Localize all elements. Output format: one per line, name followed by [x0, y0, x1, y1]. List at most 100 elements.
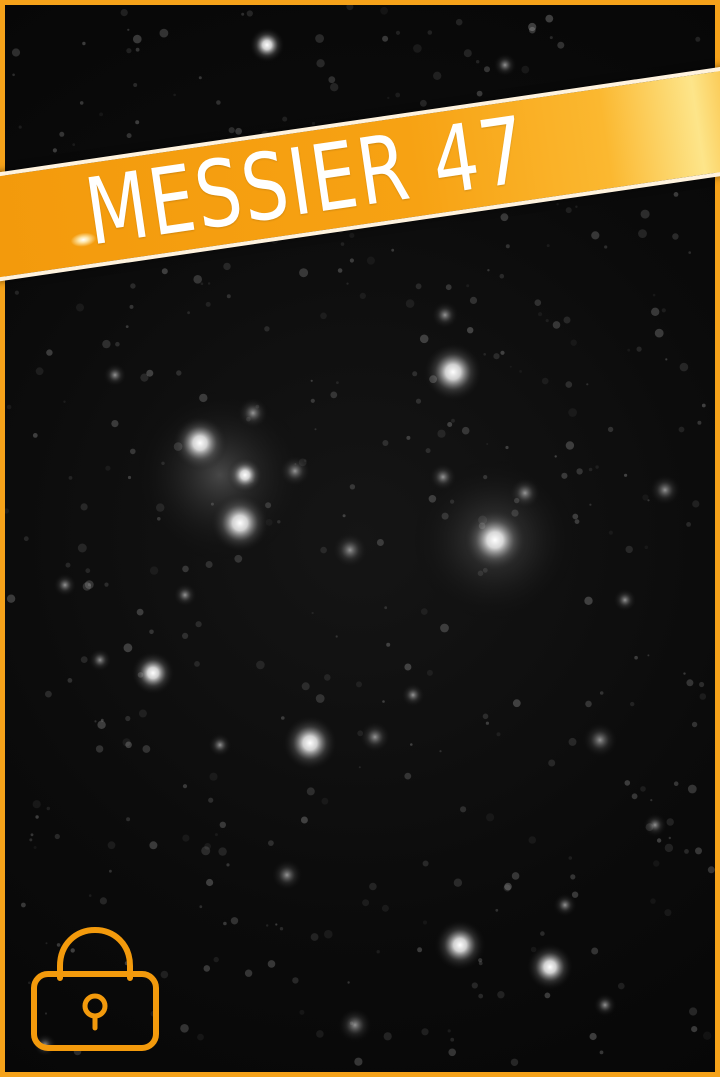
faint-star — [505, 445, 509, 450]
faint-star — [279, 927, 284, 931]
faint-star — [541, 377, 549, 385]
faint-star — [679, 362, 689, 372]
faint-star — [76, 303, 84, 312]
faint-star — [335, 635, 338, 638]
faint-star — [570, 874, 576, 880]
faint-star — [136, 608, 144, 616]
faint-star — [664, 843, 674, 853]
faint-star — [463, 49, 472, 58]
faint-star — [640, 786, 646, 792]
faint-star — [199, 905, 203, 909]
faint-star — [320, 546, 327, 554]
faint-star — [347, 981, 350, 984]
faint-star — [328, 76, 336, 84]
faint-star — [417, 947, 423, 953]
faint-star — [427, 30, 433, 35]
faint-star — [687, 784, 697, 794]
faint-star — [201, 846, 211, 856]
faint-star — [82, 582, 92, 591]
faint-star — [281, 716, 285, 720]
faint-star — [653, 860, 660, 867]
faint-star — [65, 562, 71, 568]
faint-star — [521, 65, 530, 74]
faint-star — [330, 391, 338, 399]
faint-star — [125, 325, 129, 328]
faint-star — [386, 642, 391, 647]
faint-star — [356, 681, 362, 688]
faint-star — [707, 866, 715, 874]
faint-star — [548, 759, 556, 767]
faint-star — [337, 268, 343, 273]
faint-star — [54, 833, 60, 840]
faint-star — [703, 1031, 712, 1040]
faint-star — [30, 833, 34, 837]
faint-star — [437, 429, 446, 438]
faint-star — [213, 956, 219, 963]
faint-star — [149, 841, 158, 850]
faint-star — [32, 800, 41, 809]
faint-star — [87, 583, 92, 587]
faint-star — [466, 284, 470, 288]
faint-star — [300, 816, 308, 824]
faint-star — [349, 232, 355, 238]
faint-star — [419, 334, 429, 344]
faint-star — [497, 991, 505, 999]
faint-star — [478, 961, 483, 966]
faint-star — [349, 258, 354, 263]
faint-star — [540, 931, 545, 936]
faint-star — [14, 290, 19, 295]
faint-star — [198, 76, 202, 80]
faint-star — [95, 745, 104, 753]
faint-star — [461, 426, 470, 435]
faint-star — [126, 817, 131, 822]
faint-star — [244, 969, 253, 977]
faint-star — [664, 909, 672, 917]
faint-star — [266, 924, 269, 927]
faint-star — [631, 793, 638, 800]
faint-star — [311, 121, 316, 126]
faint-star — [668, 836, 671, 840]
faint-star — [207, 282, 211, 285]
faint-star — [194, 661, 200, 667]
faint-star — [366, 256, 375, 265]
faint-star — [358, 766, 361, 769]
faint-star — [545, 319, 549, 323]
faint-star — [316, 59, 325, 68]
faint-star — [127, 28, 130, 31]
faint-star — [180, 1024, 189, 1033]
faint-star — [306, 787, 315, 796]
faint-star — [554, 455, 557, 458]
faint-star — [46, 806, 50, 811]
faint-star — [99, 112, 103, 117]
faint-star — [59, 131, 65, 137]
faint-star — [654, 328, 664, 338]
faint-star — [182, 565, 189, 573]
faint-star — [320, 312, 327, 320]
faint-star — [45, 690, 52, 698]
faint-star — [80, 656, 88, 663]
faint-star — [380, 6, 388, 15]
faint-star — [589, 503, 592, 506]
faint-star — [686, 522, 691, 527]
faint-star — [688, 251, 691, 254]
faint-star — [315, 34, 324, 43]
faint-star — [256, 660, 265, 670]
faint-star — [246, 10, 253, 17]
faint-star — [100, 718, 104, 722]
faint-star — [218, 847, 227, 856]
faint-star — [404, 663, 412, 671]
faint-star — [447, 422, 453, 427]
faint-star — [369, 882, 377, 891]
padlock-icon[interactable] — [30, 926, 160, 1052]
faint-star — [519, 370, 522, 373]
faint-star — [495, 908, 499, 912]
faint-star — [235, 127, 243, 135]
faint-star — [382, 35, 389, 42]
faint-star — [450, 1037, 455, 1042]
faint-star — [509, 365, 512, 368]
faint-star — [455, 18, 463, 26]
faint-star — [451, 418, 455, 423]
faint-star — [193, 275, 202, 284]
faint-star — [568, 856, 573, 860]
